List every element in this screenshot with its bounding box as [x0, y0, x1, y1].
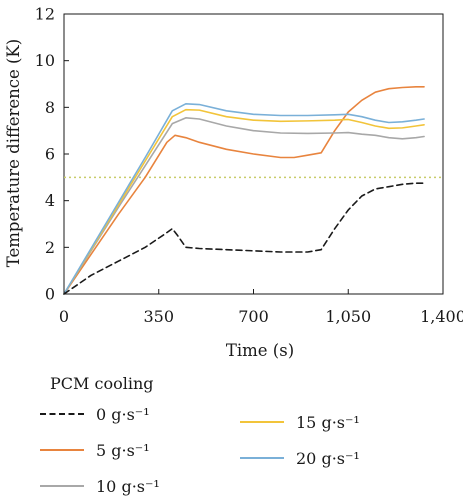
- y-tick-label: 4: [45, 191, 55, 210]
- x-tick-label: 1,400: [420, 307, 463, 326]
- legend-swatch: [240, 457, 284, 459]
- line-chart: 0 350 700 1,050 1,400 0 2 4 6 8 10 12 Time (s) Tem…: [4, 5, 463, 361]
- x-tick-label: 1,050: [325, 307, 371, 326]
- series-line-3: [63, 108, 425, 295]
- x-tick-label: 700: [238, 307, 269, 326]
- series-line-2: [63, 117, 425, 295]
- y-tick-label: 12: [35, 5, 55, 24]
- y-tick-label: 6: [45, 145, 55, 164]
- y-axis-label: Temperature difference (K): [4, 39, 23, 267]
- series-line-1: [63, 86, 425, 295]
- legend-label: 0 g·s⁻¹: [96, 404, 150, 424]
- legend-label: 10 g·s⁻¹: [96, 476, 160, 496]
- x-tick-label: 350: [143, 307, 174, 326]
- y-tick-label: 2: [45, 238, 55, 257]
- legend-swatch: [40, 449, 84, 451]
- legend-item: 20 g·s⁻¹: [240, 448, 360, 468]
- legend-label: 20 g·s⁻¹: [296, 448, 360, 468]
- series-line-4: [63, 103, 425, 295]
- x-axis-label: Time (s): [226, 341, 294, 360]
- legend-item: 10 g·s⁻¹: [40, 476, 160, 496]
- legend-item: 15 g·s⁻¹: [240, 412, 360, 432]
- legend-item: 0 g·s⁻¹: [40, 404, 150, 424]
- legend-swatch: [40, 413, 84, 415]
- series-line-0: [63, 182, 425, 295]
- y-tick-label: 8: [45, 98, 55, 117]
- legend: PCM cooling 0 g·s⁻¹ 5 g·s⁻¹ 10 g·s⁻¹ 15 g·s…: [0, 360, 463, 500]
- legend-swatch: [240, 421, 284, 423]
- y-tick-label: 0: [45, 285, 55, 304]
- legend-label: 15 g·s⁻¹: [296, 412, 360, 432]
- legend-swatch: [40, 485, 84, 487]
- legend-item: 5 g·s⁻¹: [40, 440, 150, 460]
- y-tick-label: 10: [35, 51, 55, 70]
- legend-title: PCM cooling: [50, 374, 154, 393]
- x-tick-label: 0: [59, 307, 69, 326]
- legend-label: 5 g·s⁻¹: [96, 440, 150, 460]
